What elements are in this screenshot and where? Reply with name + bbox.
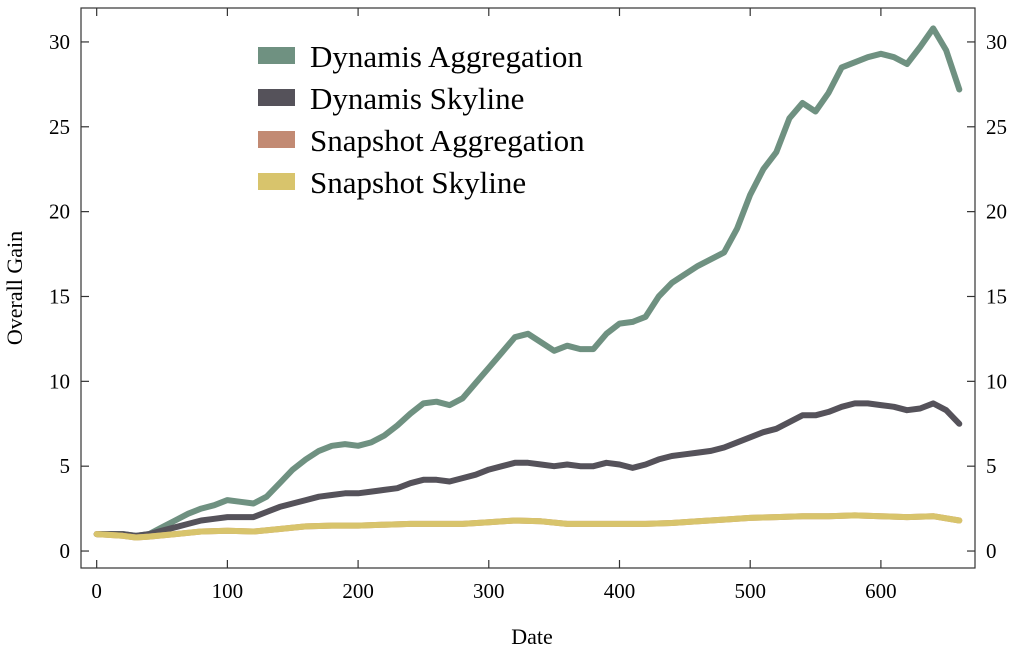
x-tick-label: 400 — [604, 579, 636, 603]
series-line-snapshot-skyline — [93, 512, 963, 541]
y-tick-label-left: 10 — [49, 369, 70, 393]
series-line-dynamis-aggregation — [93, 25, 963, 539]
legend-swatch — [258, 89, 295, 106]
y-tick-label-left: 30 — [49, 30, 70, 54]
series-line-dynamis-skyline — [93, 400, 963, 539]
legend-label: Snapshot Aggregation — [310, 123, 585, 158]
y-tick-label-right: 15 — [986, 284, 1007, 308]
y-tick-label-left: 0 — [60, 539, 71, 563]
axis-ticks — [81, 8, 975, 568]
x-tick-label: 300 — [473, 579, 505, 603]
x-tick-label: 200 — [342, 579, 374, 603]
legend-label: Dynamis Aggregation — [310, 39, 583, 74]
y-tick-label-left: 15 — [49, 284, 70, 308]
legend-swatch — [258, 173, 295, 190]
y-tick-label-left: 20 — [49, 200, 70, 224]
y-tick-label-right: 0 — [986, 539, 997, 563]
x-tick-label: 600 — [865, 579, 897, 603]
y-tick-label-right: 20 — [986, 200, 1007, 224]
y-tick-label-right: 25 — [986, 115, 1007, 139]
legend-label: Snapshot Skyline — [310, 165, 526, 200]
x-tick-label: 500 — [734, 579, 766, 603]
series-lines — [93, 25, 963, 541]
x-axis-title: Date — [511, 624, 553, 649]
y-tick-label-right: 5 — [986, 454, 997, 478]
legend: Dynamis Aggregation Dynamis Skyline Snapsh… — [258, 39, 585, 200]
legend-label: Dynamis Skyline — [310, 81, 524, 116]
y-tick-label-left: 5 — [60, 454, 71, 478]
legend-swatch — [258, 47, 295, 64]
y-tick-label-right: 10 — [986, 369, 1007, 393]
legend-swatch — [258, 131, 295, 148]
y-tick-label-right: 30 — [986, 30, 1007, 54]
y-tick-label-left: 25 — [49, 115, 70, 139]
y-axis-title: Overall Gain — [2, 231, 27, 345]
x-tick-label: 100 — [212, 579, 244, 603]
plot-frame — [80, 7, 976, 569]
x-tick-label: 0 — [91, 579, 102, 603]
